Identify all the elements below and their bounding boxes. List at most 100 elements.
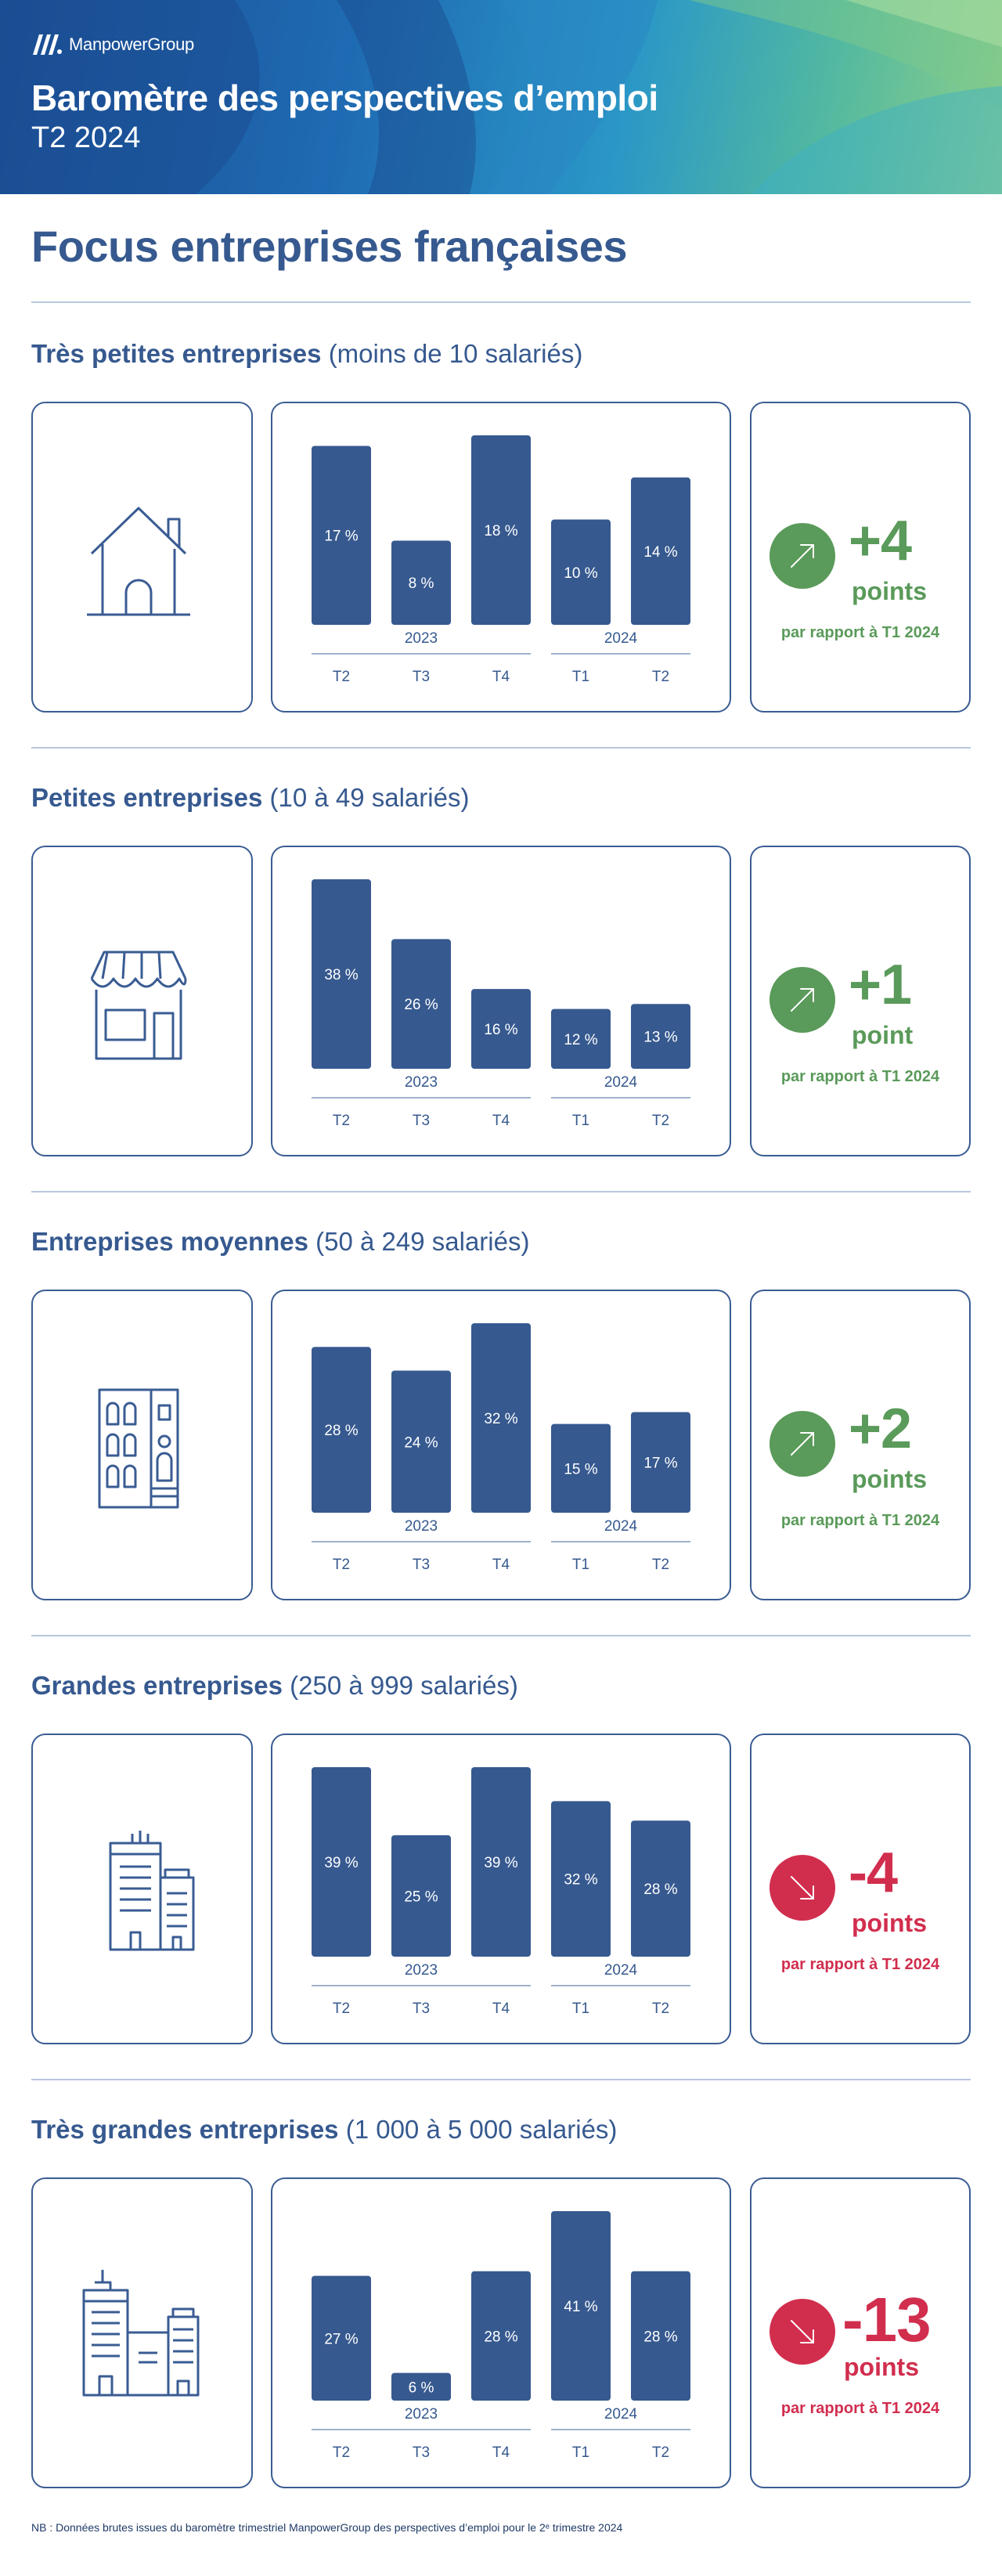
page-subtitle: T2 2024 — [31, 121, 141, 154]
year-label: 2023 — [405, 1074, 438, 1091]
quarter-tick-label: T1 — [572, 1113, 589, 1129]
quarter-tick-label: T3 — [413, 2001, 430, 2017]
change-unit: points — [852, 1465, 927, 1493]
section-heading: Focus entreprises françaises — [31, 222, 628, 271]
bar-value-label: 10 % — [564, 565, 597, 582]
bar — [551, 1801, 611, 1957]
trend-up-badge — [770, 1411, 835, 1477]
comparison-note: par rapport à T1 2024 — [780, 1068, 940, 1085]
section-title: Grandes entreprises (250 à 999 salariés) — [31, 1671, 518, 1701]
bar-value-label: 13 % — [643, 1030, 677, 1046]
bar-chart: 28 % T2 24 % T3 32 % T4 15 % T1 17 % T2 2023 2024 — [271, 1290, 731, 1600]
trend-up-badge — [770, 967, 835, 1033]
employee-range-label: (250 à 999 salariés) — [290, 1671, 518, 1700]
section-title: Entreprises moyennes (50 à 249 salariés) — [31, 1227, 529, 1257]
bar-value-label: 15 % — [564, 1461, 597, 1477]
bar-value-label: 18 % — [484, 523, 517, 539]
bar-value-label: 27 % — [324, 2331, 358, 2347]
bar-value-label: 28 % — [484, 2329, 517, 2345]
company-size-section: Grandes entreprises (250 à 999 salariés)… — [0, 1641, 1002, 2085]
change-unit: points — [852, 1909, 927, 1937]
hero-banner: ManpowerGroup Baromètre des perspectives… — [0, 0, 1002, 194]
arrow-down-right-icon — [791, 1876, 814, 1900]
bar-value-label: 39 % — [324, 1855, 358, 1871]
bar-value-label: 17 % — [324, 529, 358, 545]
quarter-tick-label: T2 — [333, 1557, 350, 1573]
quarter-tick-label: T1 — [572, 2444, 589, 2461]
bar-value-label: 32 % — [484, 1411, 517, 1427]
hero-background-shapes — [0, 0, 1002, 194]
bar — [471, 1323, 531, 1513]
bar-value-label: 41 % — [564, 2299, 597, 2315]
bar-value-label: 24 % — [404, 1434, 438, 1451]
bar — [631, 2271, 690, 2401]
bar-value-label: 39 % — [484, 1855, 517, 1871]
year-label: 2024 — [604, 1962, 638, 1979]
bar-value-label: 26 % — [404, 997, 438, 1013]
quarter-tick-label: T4 — [492, 2001, 510, 2017]
bar — [312, 1767, 371, 1957]
bar — [391, 939, 451, 1069]
manpowergroup-logo[interactable]: ManpowerGroup — [31, 31, 194, 58]
divider — [31, 2079, 971, 2080]
quarter-tick-label: T4 — [492, 2444, 510, 2461]
bar-value-label: 38 % — [324, 967, 358, 983]
bar-chart: 27 % T2 6 % T3 28 % T4 41 % T1 28 % T2 2023 2024 — [271, 2177, 731, 2488]
bar-value-label: 8 % — [409, 575, 434, 592]
year-label: 2024 — [604, 2406, 638, 2423]
quarter-tick-label: T2 — [333, 1113, 350, 1129]
illustration-card — [31, 1734, 253, 2044]
change-unit: point — [852, 1021, 914, 1049]
change-value: +4 — [849, 510, 912, 572]
trend-down-badge — [770, 2299, 835, 2365]
bar-value-label: 25 % — [404, 1889, 438, 1905]
year-label: 2023 — [405, 2406, 438, 2423]
company-size-label: Grandes entreprises — [31, 1671, 283, 1700]
quarter-tick-label: T2 — [652, 669, 669, 685]
bar — [391, 1370, 451, 1513]
quarter-tick-label: T2 — [652, 2001, 669, 2017]
change-card: +1 point par rapport à T1 2024 — [750, 846, 971, 1156]
arrow-up-right-icon — [791, 988, 814, 1012]
apartment-building-icon — [98, 1388, 178, 1508]
bar-value-label: 12 % — [564, 1032, 597, 1048]
illustration-card — [31, 402, 253, 713]
bar — [551, 519, 611, 625]
manpowergroup-mark-icon — [33, 34, 62, 55]
trend-up-badge — [770, 523, 835, 589]
bar-value-label: 28 % — [643, 2329, 677, 2345]
bar — [471, 2271, 531, 2401]
bar-value-label: 32 % — [564, 1872, 597, 1889]
bar — [471, 435, 531, 625]
year-label: 2023 — [405, 630, 438, 647]
bar-chart: 17 % T2 8 % T3 18 % T4 10 % T1 14 % T2 2023 2024 — [271, 402, 731, 713]
large-campus-icon — [82, 2269, 199, 2396]
bar-chart-plot: 27 % T2 6 % T3 28 % T4 41 % T1 28 % T2 2023 2024 — [312, 2211, 690, 2461]
bar — [471, 989, 531, 1069]
year-label: 2024 — [604, 630, 638, 647]
bar-chart-plot: 38 % T2 26 % T3 16 % T4 12 % T1 13 % T2 2023 2024 — [312, 879, 690, 1129]
bar-value-label: 16 % — [484, 1022, 517, 1038]
employee-range-label: (1 000 à 5 000 salariés) — [345, 2115, 618, 2144]
divider — [31, 301, 971, 303]
quarter-tick-label: T2 — [652, 1113, 669, 1129]
bar-chart-plot: 17 % T2 8 % T3 18 % T4 10 % T1 14 % T2 2023 2024 — [312, 435, 690, 685]
employee-range-label: (50 à 249 salariés) — [315, 1227, 530, 1256]
bar — [391, 1835, 451, 1957]
quarter-tick-label: T4 — [492, 669, 510, 685]
arrow-up-right-icon — [791, 544, 814, 568]
bar — [312, 2275, 371, 2401]
comparison-note: par rapport à T1 2024 — [780, 2400, 940, 2417]
company-size-label: Petites entreprises — [31, 783, 263, 812]
change-unit: points — [844, 2353, 919, 2381]
bar-value-label: 6 % — [409, 2379, 434, 2396]
comparison-note: par rapport à T1 2024 — [780, 624, 940, 641]
brand-name: ManpowerGroup — [69, 34, 194, 54]
trend-down-badge — [770, 1855, 835, 1921]
change-card: +4 points par rapport à T1 2024 — [750, 402, 971, 713]
shop-icon — [90, 951, 186, 1059]
bar — [551, 1423, 611, 1513]
bar-value-label: 28 % — [324, 1423, 358, 1439]
quarter-tick-label: T2 — [333, 2444, 350, 2461]
change-value: -4 — [849, 1842, 898, 1904]
